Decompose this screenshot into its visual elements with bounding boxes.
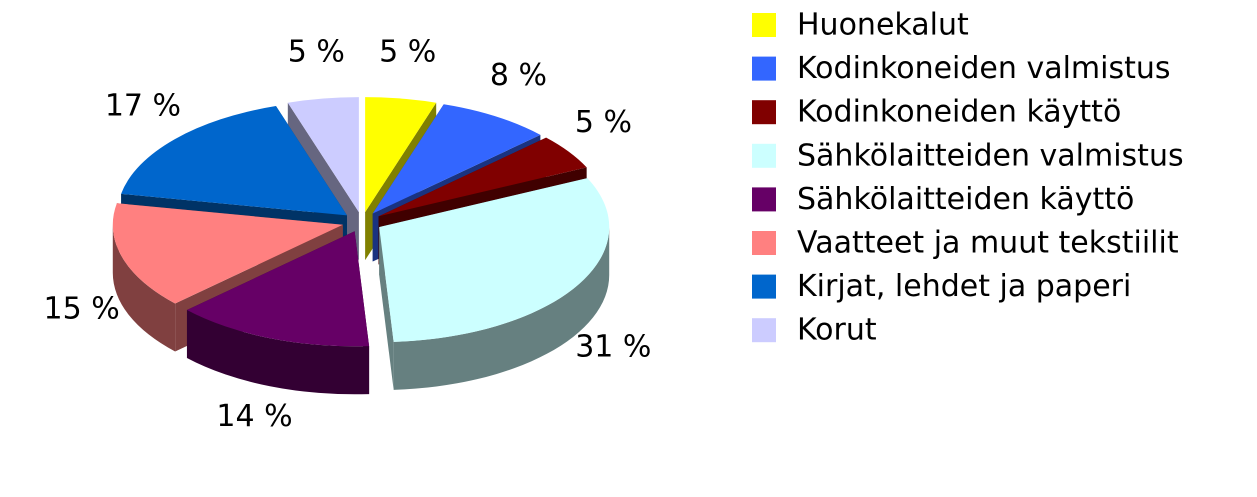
legend-label: Kodinkoneiden käyttö [797, 95, 1121, 130]
data-label: 15 % [43, 292, 119, 327]
legend-label: Korut [797, 313, 877, 348]
legend-swatch [752, 143, 776, 168]
data-label: 31 % [575, 329, 651, 364]
legend-swatch [752, 318, 776, 343]
legend-label: Sähkölaitteiden käyttö [797, 182, 1134, 217]
data-label: 5 % [288, 35, 345, 70]
data-label: 5 % [575, 105, 632, 140]
slice [112, 203, 343, 304]
data-label: 14 % [216, 399, 292, 434]
legend-label: Huonekalut [797, 8, 969, 43]
slice [372, 104, 541, 214]
legend-label: Kodinkoneiden valmistus [797, 51, 1171, 86]
slice-wall [186, 310, 370, 395]
slice [378, 137, 587, 217]
legend-swatch [752, 187, 776, 212]
data-label: 8 % [490, 58, 547, 93]
legend-swatch [752, 100, 776, 125]
legend-label: Vaatteet ja muut tekstiilit [797, 226, 1179, 261]
legend-swatch [752, 13, 776, 37]
slice [379, 178, 610, 342]
slice [365, 97, 437, 213]
legend-swatch [752, 274, 776, 299]
slice-wall [393, 227, 610, 390]
legend-swatch [752, 231, 776, 255]
slice-wall [112, 224, 176, 352]
slice [287, 97, 359, 213]
slice-side [379, 227, 394, 390]
slice [186, 231, 370, 347]
legend-swatch [752, 56, 776, 81]
legend-label: Sähkölaitteiden valmistus [797, 138, 1184, 173]
data-label: 5 % [379, 35, 436, 70]
legend-label: Kirjat, lehdet ja paperi [797, 269, 1131, 304]
slice [121, 106, 347, 216]
data-label: 17 % [105, 88, 181, 123]
